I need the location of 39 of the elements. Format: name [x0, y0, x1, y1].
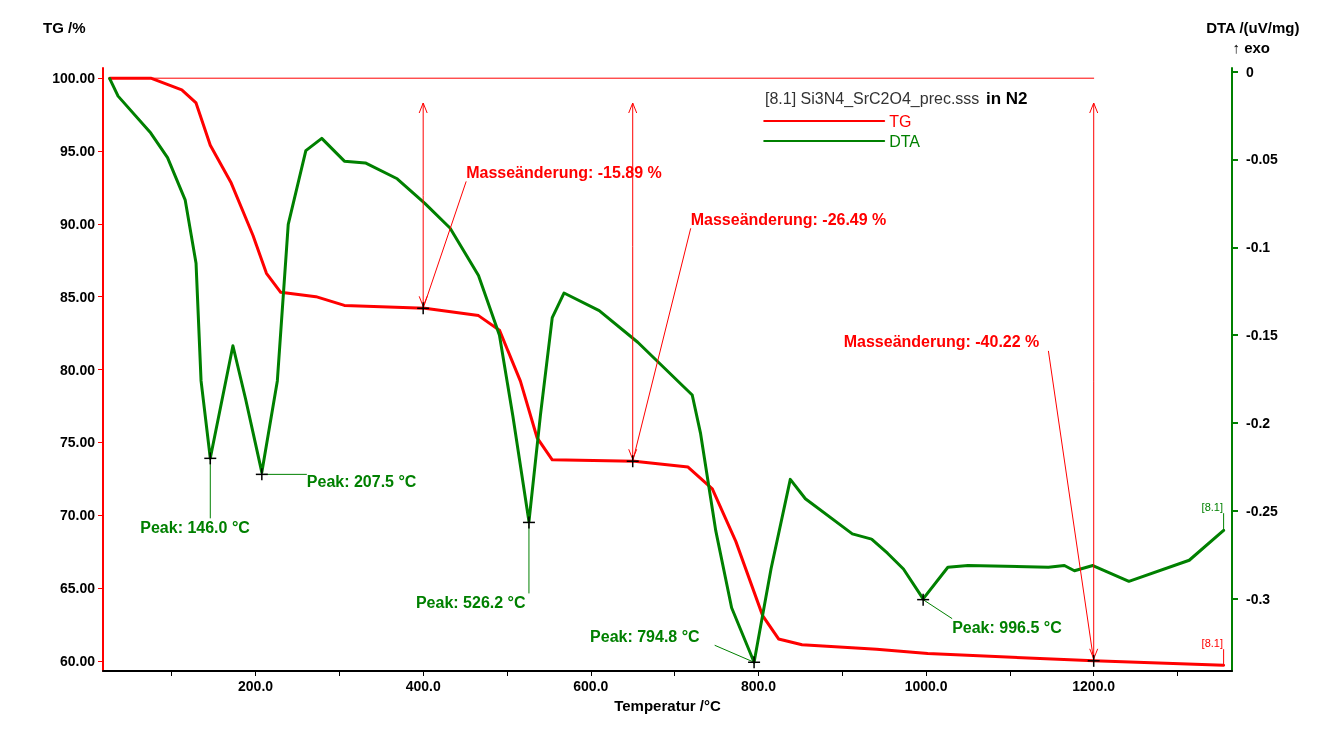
- y-tick-label: 80.00: [59, 361, 96, 378]
- y-tick-label: 65.00: [59, 579, 96, 596]
- y-tick-label: 85.00: [59, 288, 96, 305]
- annotation: Peak: 146.0 °C: [140, 518, 251, 536]
- y-tick-label: 90.00: [59, 215, 96, 232]
- annotation: Peak: 794.8 °C: [590, 627, 701, 645]
- y2-tick-label: -0.3: [1246, 590, 1271, 607]
- y2-tick-label: -0.1: [1246, 239, 1271, 256]
- annotation: Masseänderung: -40.22 %: [843, 333, 1040, 351]
- y-tick-label: 70.00: [59, 507, 96, 524]
- x-axis-title: Temperatur /°C: [614, 696, 721, 714]
- x-tick-label: 600.0: [573, 678, 609, 694]
- x-tick-label: 200.0: [238, 678, 274, 694]
- y-tick-label: 75.00: [59, 434, 96, 451]
- y2-tick-label: -0.2: [1246, 415, 1271, 432]
- y-tick-label: 60.00: [59, 652, 96, 669]
- legend-title: [8.1] Si3N4_SrC2O4_prec.sss: [765, 90, 980, 108]
- text: ↑ exo: [1232, 39, 1270, 56]
- annotation: [8.1]: [1201, 637, 1224, 650]
- annotation: in N2: [985, 89, 1028, 108]
- annotation: Peak: 207.5 °C: [306, 472, 417, 490]
- y-tick-label: 100.00: [52, 70, 96, 87]
- text: TG: [889, 112, 912, 130]
- annotation: Masseänderung: -26.49 %: [690, 210, 887, 228]
- y-axis-title: TG /%: [43, 19, 86, 36]
- x-tick-label: 1000.0: [904, 678, 948, 694]
- annotation: [8.1]: [1201, 501, 1224, 514]
- annotation: Peak: 996.5 °C: [952, 619, 1063, 637]
- y2-tick-label: -0.25: [1246, 503, 1279, 520]
- x-tick-label: 1200.0: [1072, 678, 1116, 694]
- y2-tick-label: -0.15: [1246, 327, 1279, 344]
- x-tick-label: 400.0: [405, 678, 441, 694]
- y2-tick-label: 0: [1246, 63, 1254, 80]
- y2-tick-label: -0.05: [1246, 151, 1279, 168]
- x-tick-label: 800.0: [740, 678, 777, 694]
- y2-axis-title: DTA /(uV/mg): [1206, 19, 1300, 36]
- y-tick-label: 95.00: [59, 143, 96, 160]
- annotation: Peak: 526.2 °C: [415, 593, 526, 611]
- text: DTA: [889, 132, 921, 150]
